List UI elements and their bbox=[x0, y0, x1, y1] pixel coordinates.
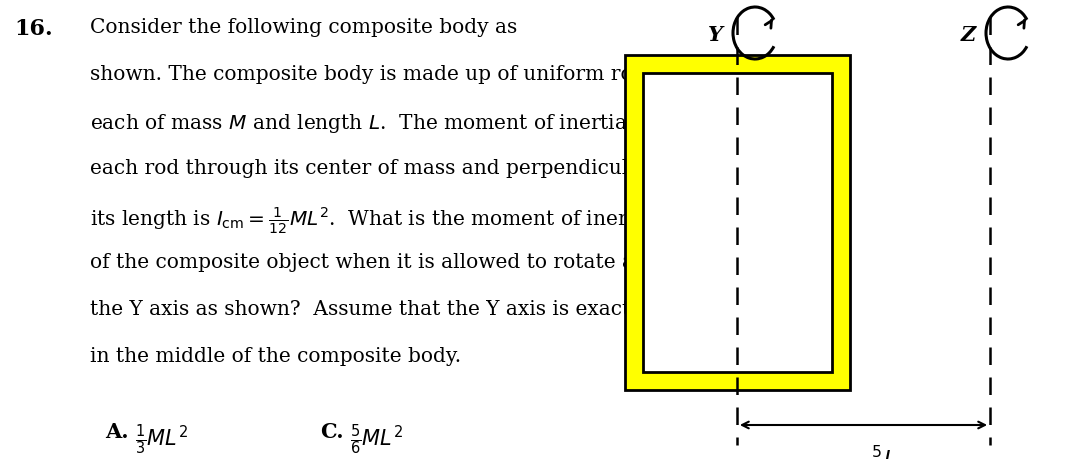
Text: A.: A. bbox=[105, 422, 129, 442]
Text: shown. The composite body is made up of uniform rods: shown. The composite body is made up of … bbox=[90, 65, 656, 84]
Bar bbox=[625, 55, 850, 390]
Text: each rod through its center of mass and perpendicular to: each rod through its center of mass and … bbox=[90, 159, 677, 178]
Text: each of mass $M$ and length $L$.  The moment of inertia of: each of mass $M$ and length $L$. The mom… bbox=[90, 112, 656, 135]
Text: of the composite object when it is allowed to rotate about: of the composite object when it is allow… bbox=[90, 253, 680, 272]
Text: Z: Z bbox=[961, 25, 976, 45]
Text: C.: C. bbox=[320, 422, 344, 442]
Text: 16.: 16. bbox=[14, 18, 53, 40]
Text: the Y axis as shown?  Assume that the Y axis is exactly: the Y axis as shown? Assume that the Y a… bbox=[90, 300, 649, 319]
Text: in the middle of the composite body.: in the middle of the composite body. bbox=[90, 347, 462, 366]
Text: $\frac{5}{8}L$: $\frac{5}{8}L$ bbox=[870, 443, 896, 459]
Text: $\frac{1}{3}ML^2$: $\frac{1}{3}ML^2$ bbox=[135, 422, 188, 457]
Text: $\frac{5}{6}ML^2$: $\frac{5}{6}ML^2$ bbox=[350, 422, 403, 457]
Text: Y: Y bbox=[708, 25, 723, 45]
Bar bbox=[643, 73, 832, 372]
Text: Consider the following composite body as: Consider the following composite body as bbox=[90, 18, 517, 37]
Text: its length is $I_{\mathrm{cm}} = \frac{1}{12}ML^2$.  What is the moment of inert: its length is $I_{\mathrm{cm}} = \frac{1… bbox=[90, 206, 655, 236]
